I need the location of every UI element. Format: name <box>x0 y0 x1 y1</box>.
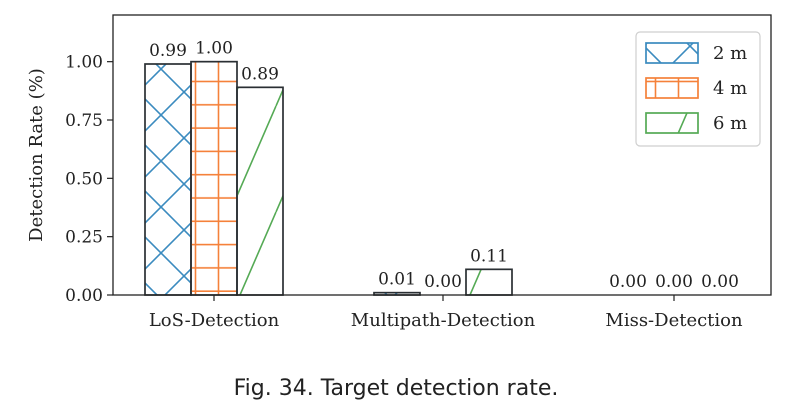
value-label: 0.00 <box>701 272 739 292</box>
value-label: 0.99 <box>149 41 187 61</box>
y-tick-label: 1.00 <box>65 53 103 73</box>
value-label: 0.00 <box>424 272 462 292</box>
legend-label: 4 m <box>713 78 747 99</box>
x-axis: LoS-Detection Multipath-Detection Miss-Det… <box>149 295 743 331</box>
value-labels-layer: 0.99 1.00 0.89 0.01 0.00 0.11 0.00 0.00 0.00 <box>149 39 739 292</box>
y-tick-label: 0.50 <box>65 169 103 189</box>
legend-swatch <box>645 112 699 134</box>
x-tick-label: LoS-Detection <box>149 310 280 331</box>
legend-swatch <box>645 77 699 99</box>
value-label: 1.00 <box>195 39 233 59</box>
bar-los-detection-4m <box>190 60 238 296</box>
legend: 2 m 4 m 6 m <box>635 31 761 147</box>
legend-label: 6 m <box>713 113 747 134</box>
value-label: 0.01 <box>378 270 416 290</box>
plot-frame <box>112 14 772 296</box>
y-axis-label: Detection Rate (%) <box>26 68 47 242</box>
bar-los-detection-6m <box>236 86 284 296</box>
legend-swatch <box>645 42 699 64</box>
bar-los-detection-2m <box>144 63 192 296</box>
x-tick-label: Miss-Detection <box>605 310 743 331</box>
figure-caption: Fig. 34. Target detection rate. <box>233 376 559 401</box>
y-tick-label: 0.25 <box>65 228 103 248</box>
bar-multipath-detection-6m <box>465 268 513 296</box>
detection-rate-chart: 0.99 1.00 0.89 0.01 0.00 0.11 0.00 0.00 0.00 0.0… <box>26 14 772 331</box>
x-tick-label: Multipath-Detection <box>351 310 536 331</box>
value-label: 0.11 <box>470 246 508 266</box>
y-tick-label: 0.00 <box>65 286 103 306</box>
y-tick-label: 0.75 <box>65 111 103 131</box>
legend-label: 2 m <box>713 43 747 64</box>
value-label: 0.89 <box>241 64 279 84</box>
value-label: 0.00 <box>609 272 647 292</box>
y-axis: 0.00 0.25 0.50 0.75 1.00 <box>65 53 113 306</box>
value-label: 0.00 <box>655 272 693 292</box>
bars-layer <box>144 60 513 296</box>
